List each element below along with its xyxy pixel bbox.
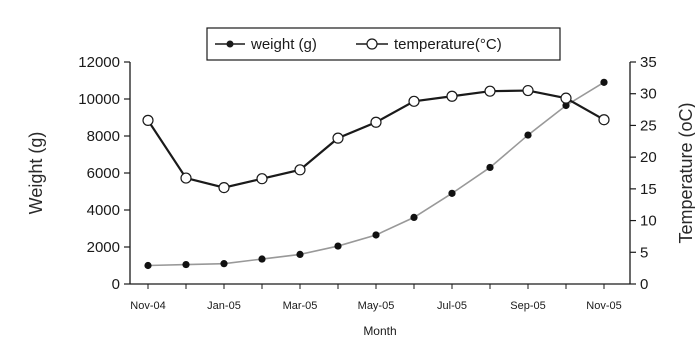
weight-point bbox=[296, 250, 304, 258]
left-axis-ticks: 0 2000 4000 6000 8000 10000 12000 bbox=[78, 54, 130, 293]
left-axis-tick-label: 8000 bbox=[87, 128, 120, 145]
weight-point bbox=[372, 231, 380, 239]
right-axis-tick-label: 10 bbox=[640, 213, 657, 230]
left-axis-tick-label: 2000 bbox=[87, 239, 120, 256]
legend: weight (g) temperature(°C) bbox=[206, 27, 561, 61]
x-axis-tick-label: May-05 bbox=[358, 300, 395, 312]
temperature-point bbox=[332, 132, 344, 144]
temperature-point bbox=[408, 95, 420, 107]
right-axis-tick-label: 20 bbox=[640, 149, 657, 166]
left-axis-tick-label: 10000 bbox=[78, 91, 120, 108]
temperature-point bbox=[446, 90, 458, 102]
legend-weight-marker bbox=[226, 40, 234, 48]
legend-temperature-label: temperature(°C) bbox=[394, 36, 502, 53]
x-axis-tick-label: Mar-05 bbox=[283, 300, 318, 312]
temperature-point bbox=[522, 84, 534, 97]
temperature-point bbox=[560, 92, 572, 104]
x-axis-tick-label: Nov-05 bbox=[586, 300, 621, 312]
left-axis-tick-label: 0 bbox=[112, 276, 120, 293]
temperature-point bbox=[180, 172, 192, 184]
left-axis-tick-label: 4000 bbox=[87, 202, 120, 219]
legend-temperature-marker bbox=[366, 38, 378, 50]
x-axis-tick-label: Jul-05 bbox=[437, 300, 467, 312]
x-axis-tick-label: Nov-04 bbox=[130, 300, 165, 312]
temperature-series bbox=[142, 84, 610, 194]
weight-point bbox=[258, 255, 266, 263]
x-axis-tick-label: Sep-05 bbox=[510, 300, 545, 312]
right-axis-title: Temperature (oC) bbox=[676, 102, 695, 243]
weight-point bbox=[562, 101, 570, 110]
right-axis-tick-label: 35 bbox=[640, 54, 657, 71]
x-axis-ticks: Nov-04 Jan-05 Mar-05 May-05 Jul-05 Sep-05 Nov-… bbox=[130, 284, 622, 312]
temperature-point bbox=[598, 114, 610, 126]
weight-point bbox=[600, 78, 608, 86]
weight-point bbox=[334, 242, 342, 250]
left-axis-tick-label: 12000 bbox=[78, 54, 120, 71]
x-axis-tick-label: Jan-05 bbox=[207, 300, 241, 312]
right-axis-tick-label: 25 bbox=[640, 117, 657, 134]
left-axis-tick-label: 6000 bbox=[87, 165, 120, 182]
weight-point bbox=[524, 131, 532, 139]
left-axis-title: Weight (g) bbox=[26, 132, 46, 215]
temperature-point bbox=[256, 173, 268, 185]
right-axis-tick-label: 15 bbox=[640, 181, 657, 198]
temperature-point bbox=[218, 181, 230, 194]
right-axis-tick-label: 5 bbox=[640, 244, 648, 261]
right-axis-tick-label: 30 bbox=[640, 86, 657, 103]
weight-point bbox=[182, 260, 190, 269]
temperature-point bbox=[370, 116, 382, 128]
temperature-line bbox=[147, 89, 605, 189]
weight-point bbox=[220, 260, 228, 268]
weight-point bbox=[410, 213, 418, 221]
right-axis-tick-label: 0 bbox=[640, 276, 648, 293]
weight-point bbox=[448, 189, 456, 197]
weight-point bbox=[144, 261, 152, 270]
right-axis-ticks: 0 5 10 15 20 25 30 35 bbox=[630, 54, 657, 293]
x-axis-title: Month bbox=[363, 324, 396, 338]
temperature-point bbox=[142, 114, 154, 126]
temperature-point bbox=[484, 85, 496, 97]
temperature-point bbox=[294, 164, 306, 176]
legend-weight-label: weight (g) bbox=[250, 36, 317, 53]
weight-point bbox=[486, 163, 494, 172]
weight-series bbox=[144, 78, 608, 270]
